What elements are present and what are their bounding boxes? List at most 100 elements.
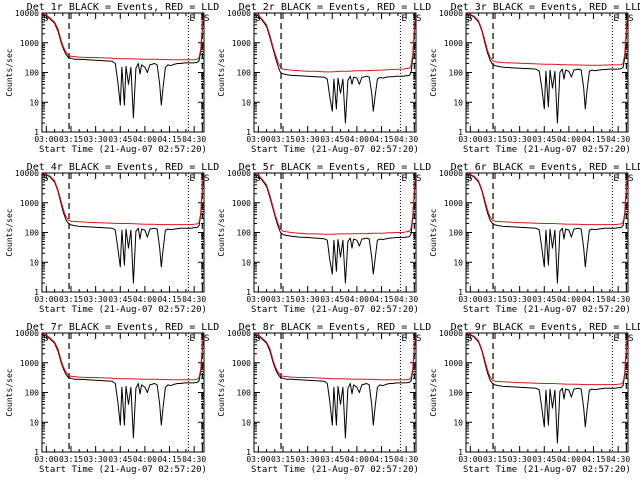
- marker-s-1: S: [255, 334, 260, 344]
- x-tick-label: 03:30: [508, 295, 532, 304]
- y-tick-label: 1000: [232, 199, 251, 208]
- x-ticks: 03:00 03:15 03:30 03:45 04:00 04:15 04:30: [458, 173, 630, 304]
- y-tick-label: 100: [237, 229, 252, 238]
- marker-s-1: S: [467, 174, 472, 184]
- x-tick-label: 04:15: [157, 135, 181, 144]
- y-axis-label: Counts/sec: [217, 368, 226, 416]
- x-tick-label: 04:30: [606, 295, 630, 304]
- x-tick-label: 04:15: [369, 135, 393, 144]
- y-ticks: 1 10 100 1000 10000: [439, 329, 628, 457]
- x-tick-label: 03:00: [246, 135, 270, 144]
- y-tick-label: 100: [25, 69, 40, 78]
- y-tick-label: 10000: [15, 329, 39, 338]
- y-tick-label: 10000: [227, 329, 251, 338]
- plot-frame: [41, 172, 205, 293]
- marker-e-2: E: [401, 174, 406, 184]
- y-tick-label: 1000: [232, 39, 251, 48]
- y-tick-label: 100: [449, 229, 464, 238]
- y-tick-label: 10: [453, 258, 463, 267]
- y-axis-label: Counts/sec: [429, 368, 438, 416]
- x-axis-label: Start Time (21-Aug-07 02:57:20): [463, 305, 631, 315]
- plot-frame: [41, 12, 205, 133]
- x-tick-label: 04:00: [345, 135, 369, 144]
- marker-s-1: S: [467, 334, 472, 344]
- x-tick-label: 04:15: [581, 455, 605, 464]
- y-tick-label: 10: [29, 98, 39, 107]
- y-tick-label: 1: [458, 288, 463, 297]
- plot-frame: [253, 172, 417, 293]
- marker-s-1: S: [255, 174, 260, 184]
- series-events-line: [254, 173, 417, 284]
- x-tick-label: 04:30: [182, 135, 206, 144]
- chart-panel-6: Det 6r BLACK = Events, RED = LLD Start Ti…: [429, 162, 640, 315]
- marker-s-1: S: [255, 14, 260, 24]
- chart-panel-5: Det 5r BLACK = Events, RED = LLD Start Ti…: [217, 162, 431, 315]
- series-events-line: [254, 13, 417, 124]
- plot-frame: [465, 172, 629, 293]
- marker-s-3: S: [416, 14, 421, 24]
- y-axis-label: Counts/sec: [5, 368, 14, 416]
- y-tick-label: 1: [458, 128, 463, 137]
- x-tick-label: 04:15: [369, 295, 393, 304]
- x-ticks: 03:00 03:15 03:30 03:45 04:00 04:15 04:30: [34, 333, 206, 464]
- x-tick-label: 03:45: [108, 135, 132, 144]
- x-tick-label: 04:15: [157, 455, 181, 464]
- y-tick-label: 1: [246, 128, 251, 137]
- x-tick-label: 03:00: [34, 135, 58, 144]
- y-tick-label: 10000: [227, 9, 251, 18]
- x-tick-label: 03:45: [108, 295, 132, 304]
- x-ticks: 03:00 03:15 03:30 03:45 04:00 04:15 04:30: [458, 13, 630, 144]
- x-tick-label: 03:45: [532, 455, 556, 464]
- x-ticks: 03:00 03:15 03:30 03:45 04:00 04:15 04:30: [246, 173, 418, 304]
- marker-e-2: E: [401, 14, 406, 24]
- series-events-line: [466, 333, 629, 444]
- x-tick-label: 03:00: [34, 295, 58, 304]
- chart-panel-3: Det 3r BLACK = Events, RED = LLD Start Ti…: [429, 2, 640, 155]
- x-tick-label: 03:30: [84, 295, 108, 304]
- y-tick-label: 10000: [227, 169, 251, 178]
- y-axis-label: Counts/sec: [5, 48, 14, 96]
- y-tick-label: 1000: [20, 39, 39, 48]
- marker-e-2: E: [613, 334, 618, 344]
- x-tick-label: 04:00: [557, 135, 581, 144]
- y-tick-label: 1: [34, 288, 39, 297]
- y-tick-label: 10: [29, 418, 39, 427]
- y-tick-label: 10000: [15, 9, 39, 18]
- series-lld-line: [42, 173, 205, 226]
- x-tick-label: 04:00: [557, 455, 581, 464]
- x-tick-label: 03:15: [271, 135, 295, 144]
- marker-s-3: S: [628, 14, 633, 24]
- marker-s-1: S: [43, 174, 48, 184]
- x-ticks: 03:00 03:15 03:30 03:45 04:00 04:15 04:30: [246, 13, 418, 144]
- chart-title: Det 3r BLACK = Events, RED = LLD: [451, 2, 640, 13]
- marker-e-2: E: [613, 174, 618, 184]
- y-tick-label: 1: [34, 448, 39, 457]
- x-tick-label: 03:30: [296, 455, 320, 464]
- y-tick-label: 10: [453, 418, 463, 427]
- series-events-line: [254, 333, 417, 439]
- x-tick-label: 04:00: [133, 295, 157, 304]
- x-tick-label: 03:15: [271, 455, 295, 464]
- x-tick-label: 03:45: [532, 135, 556, 144]
- x-tick-label: 03:00: [458, 455, 482, 464]
- y-tick-label: 10000: [15, 169, 39, 178]
- series-lld-line: [42, 13, 205, 61]
- y-ticks: 1 10 100 1000 10000: [439, 9, 628, 137]
- y-ticks: 1 10 100 1000 10000: [15, 169, 204, 297]
- marker-s-3: S: [416, 174, 421, 184]
- y-tick-label: 100: [237, 69, 252, 78]
- marker-s-1: S: [43, 14, 48, 24]
- chart-title: Det 4r BLACK = Events, RED = LLD: [27, 162, 220, 173]
- x-tick-label: 03:45: [532, 295, 556, 304]
- chart-title: Det 1r BLACK = Events, RED = LLD: [27, 2, 220, 13]
- x-axis-label: Start Time (21-Aug-07 02:57:20): [251, 145, 419, 155]
- y-tick-label: 1: [34, 128, 39, 137]
- x-tick-label: 03:15: [483, 455, 507, 464]
- marker-e-2: E: [189, 334, 194, 344]
- x-tick-label: 03:30: [508, 455, 532, 464]
- x-axis-label: Start Time (21-Aug-07 02:57:20): [251, 465, 419, 475]
- plot-frame: [465, 332, 629, 453]
- chart-title: Det 8r BLACK = Events, RED = LLD: [239, 322, 432, 333]
- y-tick-label: 1000: [232, 359, 251, 368]
